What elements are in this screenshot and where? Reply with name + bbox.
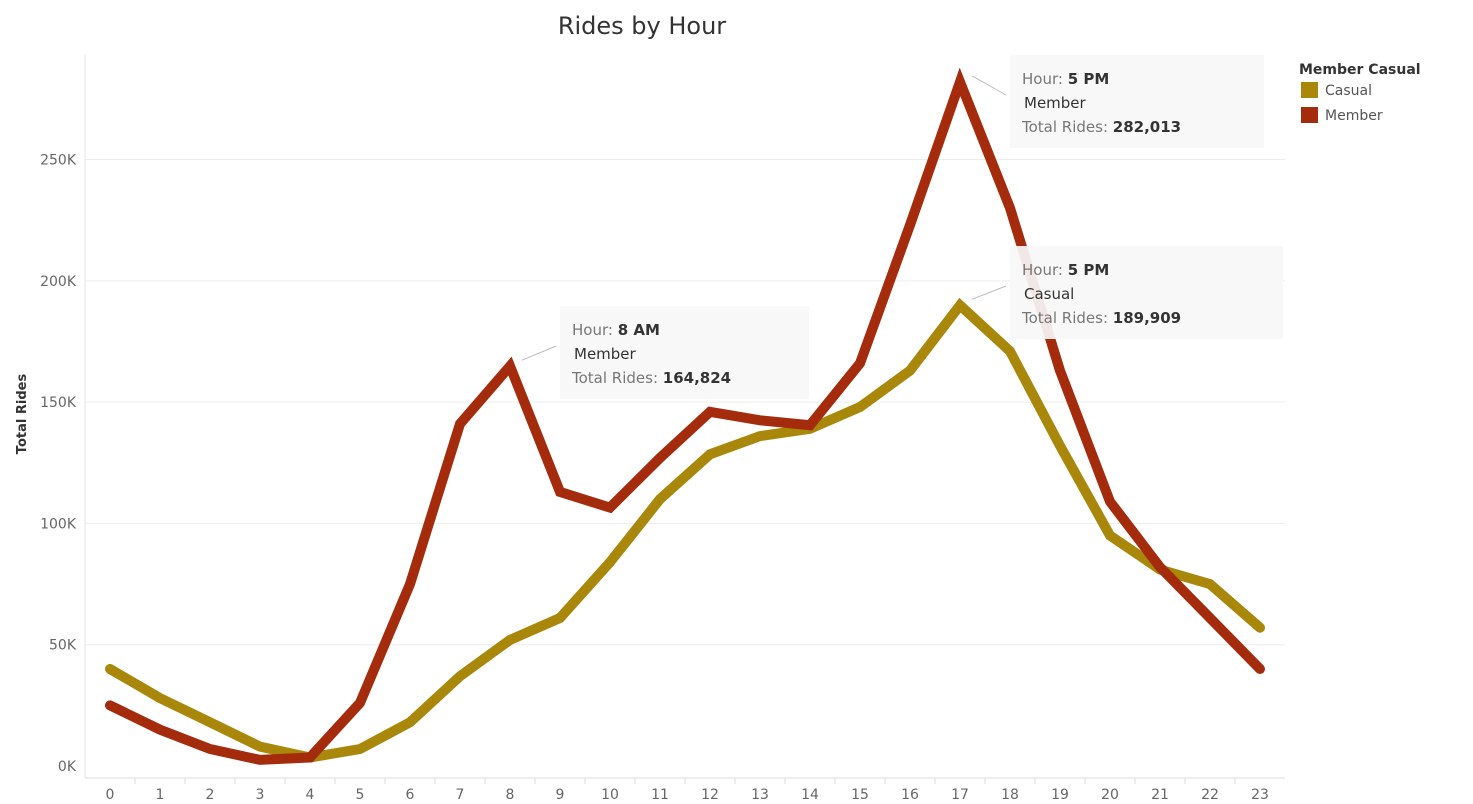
- x-tick-label: 18: [1001, 787, 1019, 803]
- legend-title: Member Casual: [1299, 62, 1421, 78]
- x-tick-label: 10: [601, 787, 619, 803]
- y-tick-label: 50K: [49, 638, 77, 654]
- x-tick-label: 21: [1151, 787, 1169, 803]
- tooltip-box: [1010, 246, 1283, 339]
- x-tick-label: 16: [901, 787, 919, 803]
- x-tick-label: 4: [306, 787, 315, 803]
- tooltip-box: [560, 306, 809, 399]
- x-tick-label: 3: [256, 787, 265, 803]
- x-tick-label: 8: [506, 787, 515, 803]
- tooltip-hour-line: Hour: 8 AM: [572, 321, 660, 339]
- x-tick-label: 13: [751, 787, 769, 803]
- x-tick-label: 9: [556, 787, 565, 803]
- tooltip-annotation: Hour: 5 PM Casual Total Rides: 189,909: [971, 246, 1283, 339]
- tooltip-series-line: Member: [574, 345, 637, 363]
- x-tick-label: 12: [701, 787, 719, 803]
- x-tick-label: 5: [356, 787, 365, 803]
- chart-title: Rides by Hour: [558, 12, 726, 40]
- tooltip-rides-line: Total Rides: 189,909: [1021, 309, 1181, 327]
- x-tick-label: 2: [206, 787, 215, 803]
- tooltip-leader-line: [521, 345, 557, 361]
- y-tick-label: 250K: [40, 153, 77, 169]
- tooltip-box: [1010, 55, 1264, 148]
- y-axis-label: Total Rides: [15, 374, 30, 455]
- x-tick-label: 15: [851, 787, 869, 803]
- x-tick-label: 6: [406, 787, 415, 803]
- legend: Member Casual Casual Member: [1299, 62, 1421, 124]
- tooltip-hour-line: Hour: 5 PM: [1022, 261, 1109, 279]
- grid-lines: [85, 159, 1285, 646]
- tooltip-rides-line: Total Rides: 164,824: [571, 369, 731, 387]
- tooltip-series-line: Member: [1024, 94, 1087, 112]
- x-tick-label: 22: [1201, 787, 1219, 803]
- tooltip-hour-line: Hour: 5 PM: [1022, 70, 1109, 88]
- x-tick-label: 1: [156, 787, 165, 803]
- x-tick-label: 0: [106, 787, 115, 803]
- y-tick-label: 100K: [40, 516, 77, 532]
- x-tick-label: 11: [651, 787, 669, 803]
- tooltip-leader-line: [971, 75, 1007, 96]
- x-tick-label: 7: [456, 787, 465, 803]
- x-tick-label: 17: [951, 787, 969, 803]
- series-lines: [105, 67, 1265, 765]
- tooltip-series-line: Casual: [1024, 285, 1074, 303]
- y-tick-label: 0K: [58, 759, 77, 775]
- y-tick-label: 150K: [40, 395, 77, 411]
- tooltip-annotation: Hour: 8 AM Member Total Rides: 164,824: [521, 306, 809, 399]
- tooltip-rides-line: Total Rides: 282,013: [1021, 118, 1181, 136]
- series-line-member[interactable]: [105, 67, 1265, 765]
- x-tick-label: 20: [1101, 787, 1119, 803]
- x-tick-label: 19: [1051, 787, 1069, 803]
- x-tick-label: 14: [801, 787, 819, 803]
- tooltip-annotation: Hour: 5 PM Member Total Rides: 282,013: [971, 55, 1264, 148]
- y-tick-label: 200K: [40, 274, 77, 290]
- x-tick-label: 23: [1251, 787, 1269, 803]
- legend-swatch-member[interactable]: [1301, 107, 1318, 123]
- legend-swatch-casual[interactable]: [1301, 82, 1318, 98]
- legend-label-member[interactable]: Member: [1325, 108, 1383, 124]
- legend-label-casual[interactable]: Casual: [1325, 83, 1372, 99]
- tooltip-leader-line: [971, 285, 1007, 300]
